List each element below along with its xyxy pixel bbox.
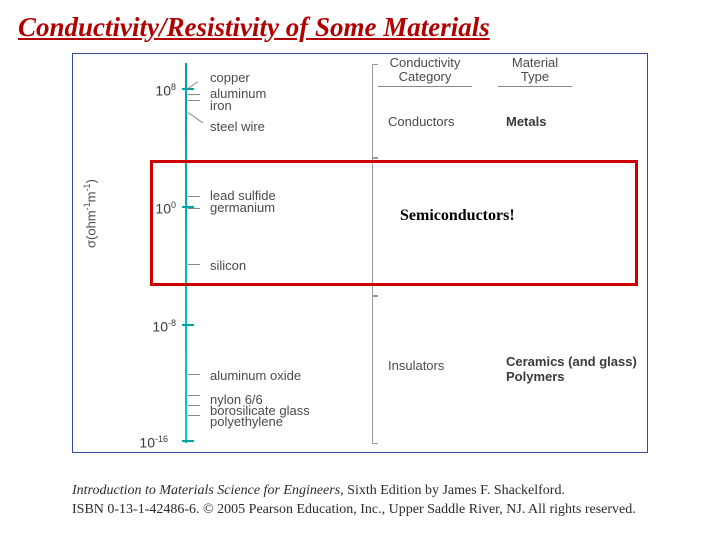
column-underline xyxy=(378,86,472,87)
axis-tick xyxy=(182,440,194,442)
semiconductor-highlight-box xyxy=(150,160,638,286)
material-steel: steel wire xyxy=(210,119,265,134)
lead-line xyxy=(188,374,200,375)
material-alox: aluminum oxide xyxy=(210,368,301,383)
column-underline xyxy=(498,86,572,87)
column-header-category: ConductivityCategory xyxy=(380,56,470,85)
lead-line xyxy=(188,100,200,101)
axis-tick xyxy=(182,324,194,326)
bracket-conductors xyxy=(372,64,378,158)
lead-line xyxy=(188,395,200,396)
tick-label-1e8: 108 xyxy=(136,82,176,99)
column-header-type: MaterialType xyxy=(500,56,570,85)
material-pe: polyethylene xyxy=(210,414,283,429)
material-iron: iron xyxy=(210,98,232,113)
bracket-insulators xyxy=(372,296,378,444)
semiconductor-callout: Semiconductors! xyxy=(400,207,515,225)
tick-label-1e-16: 10-16 xyxy=(128,434,168,451)
category-conductors: Conductors xyxy=(388,114,454,129)
lead-line xyxy=(188,405,200,406)
type-ceramics: Ceramics (and glass) xyxy=(506,354,637,369)
category-insulators: Insulators xyxy=(388,358,444,373)
y-axis-label: σ(ohm-1m-1) xyxy=(82,179,98,248)
type-metals: Metals xyxy=(506,114,546,129)
material-copper: copper xyxy=(210,70,250,85)
tick-label-1e-8: 10-8 xyxy=(136,318,176,335)
type-polymers: Polymers xyxy=(506,369,565,384)
lead-line xyxy=(188,94,200,95)
lead-line xyxy=(188,415,200,416)
citation-text: Introduction to Materials Science for En… xyxy=(72,482,636,520)
slide-title: Conductivity/Resistivity of Some Materia… xyxy=(18,12,490,43)
